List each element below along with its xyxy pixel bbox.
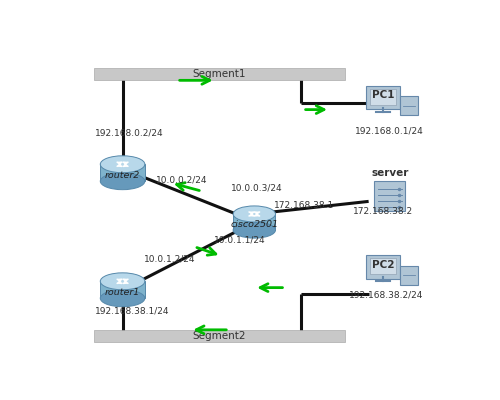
Text: 192.168.38.2/24: 192.168.38.2/24: [349, 291, 424, 300]
FancyBboxPatch shape: [400, 96, 418, 115]
Ellipse shape: [100, 156, 145, 173]
Text: Segment2: Segment2: [192, 331, 246, 341]
Polygon shape: [100, 164, 145, 181]
FancyBboxPatch shape: [400, 266, 418, 284]
Polygon shape: [100, 281, 145, 298]
Text: PC2: PC2: [372, 260, 394, 270]
Ellipse shape: [233, 222, 276, 238]
Ellipse shape: [233, 206, 276, 222]
FancyBboxPatch shape: [370, 258, 396, 274]
FancyBboxPatch shape: [366, 255, 400, 279]
Text: 10.0.1.2/24: 10.0.1.2/24: [144, 254, 196, 264]
Text: cisco2501: cisco2501: [230, 220, 278, 228]
Text: PC1: PC1: [372, 90, 394, 100]
Text: 192.168.0.2/24: 192.168.0.2/24: [96, 128, 164, 137]
FancyBboxPatch shape: [94, 330, 346, 342]
Text: Segment1: Segment1: [192, 69, 246, 79]
Ellipse shape: [100, 273, 145, 290]
FancyBboxPatch shape: [374, 181, 406, 211]
Text: router1: router1: [105, 288, 140, 297]
Text: 10.0.0.3/24: 10.0.0.3/24: [231, 184, 282, 193]
FancyBboxPatch shape: [94, 68, 346, 80]
Text: 192.168.38.1/24: 192.168.38.1/24: [96, 307, 170, 316]
Text: 192.168.0.1/24: 192.168.0.1/24: [355, 126, 424, 135]
Text: 10.0.1.1/24: 10.0.1.1/24: [214, 235, 265, 244]
Text: router2: router2: [105, 171, 140, 180]
FancyBboxPatch shape: [370, 89, 396, 105]
Text: 10.0.0.2/24: 10.0.0.2/24: [156, 175, 207, 184]
Text: server: server: [371, 168, 408, 178]
Text: 172.168.38.2: 172.168.38.2: [353, 207, 413, 216]
Ellipse shape: [100, 173, 145, 190]
FancyBboxPatch shape: [366, 86, 400, 109]
Polygon shape: [233, 214, 276, 230]
Ellipse shape: [100, 290, 145, 307]
Text: 172.168.38.1: 172.168.38.1: [274, 201, 334, 210]
